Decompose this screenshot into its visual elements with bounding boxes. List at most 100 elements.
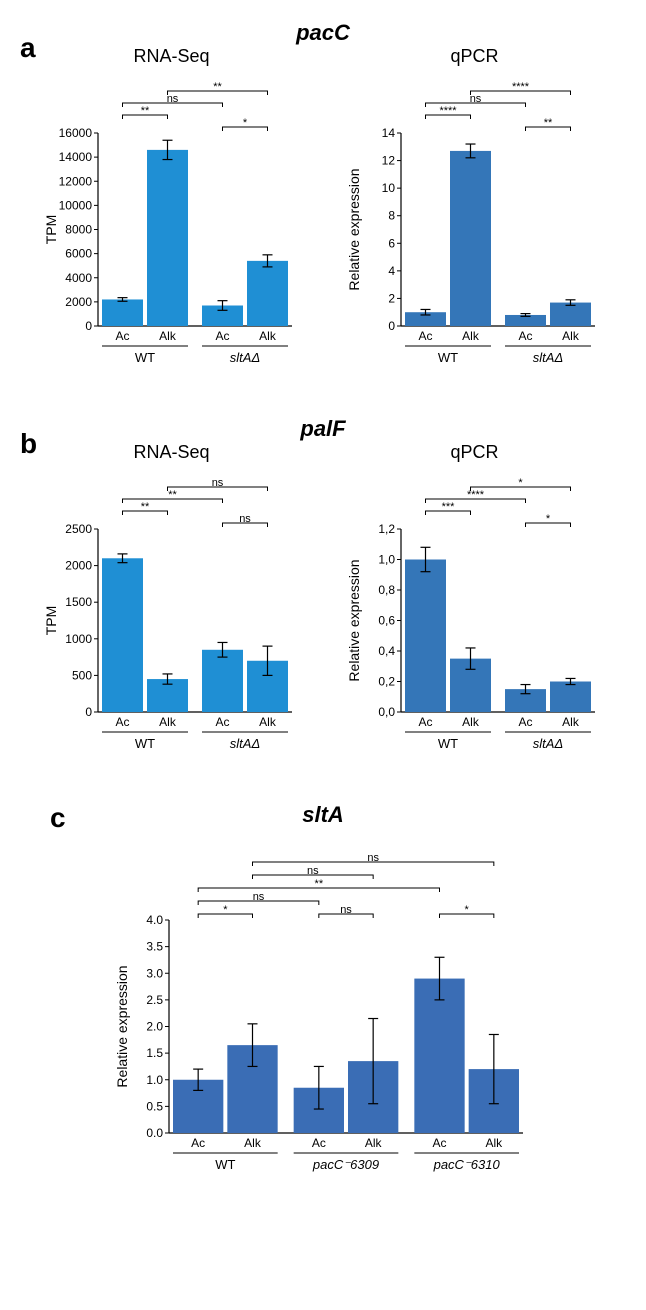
svg-text:0,8: 0,8 xyxy=(378,583,395,597)
svg-text:2.5: 2.5 xyxy=(146,993,163,1007)
svg-text:3.5: 3.5 xyxy=(146,940,163,954)
svg-text:2: 2 xyxy=(388,291,395,305)
svg-text:500: 500 xyxy=(71,668,91,682)
svg-text:12: 12 xyxy=(381,154,395,168)
svg-text:6: 6 xyxy=(388,236,395,250)
svg-text:4.0: 4.0 xyxy=(146,913,163,927)
svg-text:0.5: 0.5 xyxy=(146,1099,163,1113)
svg-text:WT: WT xyxy=(134,736,154,751)
svg-text:1.5: 1.5 xyxy=(146,1046,163,1060)
svg-text:0,0: 0,0 xyxy=(378,705,395,719)
svg-text:pacC⁻6309: pacC⁻6309 xyxy=(312,1157,379,1172)
svg-text:Alk: Alk xyxy=(259,715,277,729)
svg-text:ns: ns xyxy=(367,852,379,864)
svg-text:TPM: TPM xyxy=(43,606,59,636)
svg-text:4000: 4000 xyxy=(65,271,92,285)
svg-text:2000: 2000 xyxy=(65,559,92,573)
svg-text:10: 10 xyxy=(381,181,395,195)
svg-text:0: 0 xyxy=(388,319,395,333)
chart-b-rnaseq: 05001000150020002500TPMAcAlkAcAlkWTsltAΔ… xyxy=(42,467,302,772)
svg-text:*: * xyxy=(518,477,523,489)
svg-text:*: * xyxy=(223,904,228,916)
svg-text:8: 8 xyxy=(388,209,395,223)
svg-text:0: 0 xyxy=(85,319,92,333)
svg-text:Alk: Alk xyxy=(159,715,177,729)
svg-text:Ac: Ac xyxy=(312,1136,326,1150)
svg-text:2000: 2000 xyxy=(65,295,92,309)
svg-text:Ac: Ac xyxy=(518,329,532,343)
chart-title-a-qpcr: qPCR xyxy=(450,46,498,67)
svg-text:Alk: Alk xyxy=(159,329,177,343)
svg-text:1,0: 1,0 xyxy=(378,553,395,567)
svg-text:Alk: Alk xyxy=(244,1136,262,1150)
chart-title-b-rnaseq: RNA-Seq xyxy=(133,442,209,463)
svg-text:4: 4 xyxy=(388,264,395,278)
svg-text:1,2: 1,2 xyxy=(378,522,395,536)
svg-text:2500: 2500 xyxy=(65,522,92,536)
svg-text:*: * xyxy=(545,513,550,525)
svg-text:ns: ns xyxy=(340,904,352,916)
chart-title-b-qpcr: qPCR xyxy=(450,442,498,463)
svg-text:***: *** xyxy=(441,501,455,513)
svg-text:Ac: Ac xyxy=(215,715,229,729)
svg-text:Alk: Alk xyxy=(259,329,277,343)
svg-text:Alk: Alk xyxy=(562,715,580,729)
svg-text:Alk: Alk xyxy=(462,715,480,729)
panel-b-title: palF xyxy=(20,416,626,442)
svg-text:0,6: 0,6 xyxy=(378,614,395,628)
svg-text:Ac: Ac xyxy=(115,715,129,729)
svg-text:12000: 12000 xyxy=(58,174,92,188)
svg-text:Relative expression: Relative expression xyxy=(346,559,362,681)
svg-text:0,2: 0,2 xyxy=(378,675,395,689)
svg-text:Ac: Ac xyxy=(418,329,432,343)
svg-text:ns: ns xyxy=(239,513,251,525)
svg-text:1500: 1500 xyxy=(65,595,92,609)
panel-a-title: pacC xyxy=(20,20,626,46)
svg-text:**: ** xyxy=(168,489,177,501)
svg-text:Ac: Ac xyxy=(432,1136,446,1150)
svg-text:10000: 10000 xyxy=(58,198,92,212)
svg-text:ns: ns xyxy=(253,891,265,903)
svg-text:Relative expression: Relative expression xyxy=(114,965,130,1087)
svg-text:0: 0 xyxy=(85,705,92,719)
svg-text:ns: ns xyxy=(307,865,319,877)
svg-text:ns: ns xyxy=(469,93,481,105)
chart-c: 0.00.51.01.52.02.53.03.54.0Relative expr… xyxy=(113,828,533,1193)
svg-text:WT: WT xyxy=(437,350,457,365)
svg-text:8000: 8000 xyxy=(65,223,92,237)
svg-text:ns: ns xyxy=(211,477,223,489)
svg-text:Alk: Alk xyxy=(462,329,480,343)
svg-text:ns: ns xyxy=(166,93,178,105)
svg-text:Alk: Alk xyxy=(562,329,580,343)
svg-text:****: **** xyxy=(439,105,457,117)
chart-a-rnaseq: 0200040006000800010000120001400016000TPM… xyxy=(42,71,302,386)
svg-text:WT: WT xyxy=(437,736,457,751)
svg-text:Alk: Alk xyxy=(365,1136,383,1150)
svg-text:0.0: 0.0 xyxy=(146,1126,163,1140)
svg-text:0,4: 0,4 xyxy=(378,644,395,658)
svg-text:Alk: Alk xyxy=(485,1136,503,1150)
svg-text:****: **** xyxy=(511,81,529,93)
svg-text:16000: 16000 xyxy=(58,126,92,140)
svg-text:1000: 1000 xyxy=(65,632,92,646)
svg-text:3.0: 3.0 xyxy=(146,966,163,980)
svg-text:sltAΔ: sltAΔ xyxy=(532,350,562,365)
svg-text:**: ** xyxy=(140,501,149,513)
svg-text:TPM: TPM xyxy=(43,215,59,245)
svg-text:14: 14 xyxy=(381,126,395,140)
svg-text:****: **** xyxy=(466,489,484,501)
svg-text:WT: WT xyxy=(134,350,154,365)
svg-text:sltAΔ: sltAΔ xyxy=(532,736,562,751)
svg-text:1.0: 1.0 xyxy=(146,1073,163,1087)
svg-text:**: ** xyxy=(140,105,149,117)
svg-text:Ac: Ac xyxy=(115,329,129,343)
svg-text:Relative expression: Relative expression xyxy=(346,168,362,290)
svg-text:**: ** xyxy=(213,81,222,93)
svg-text:6000: 6000 xyxy=(65,247,92,261)
chart-title-a-rnaseq: RNA-Seq xyxy=(133,46,209,67)
svg-text:pacC⁻6310: pacC⁻6310 xyxy=(433,1157,501,1172)
chart-a-qpcr: 0 2 4 6 8 10 12 14 Relative expression Ac Alk Ac Alk… xyxy=(345,71,605,386)
svg-text:*: * xyxy=(465,904,470,916)
svg-text:Ac: Ac xyxy=(418,715,432,729)
svg-text:*: * xyxy=(242,117,247,129)
